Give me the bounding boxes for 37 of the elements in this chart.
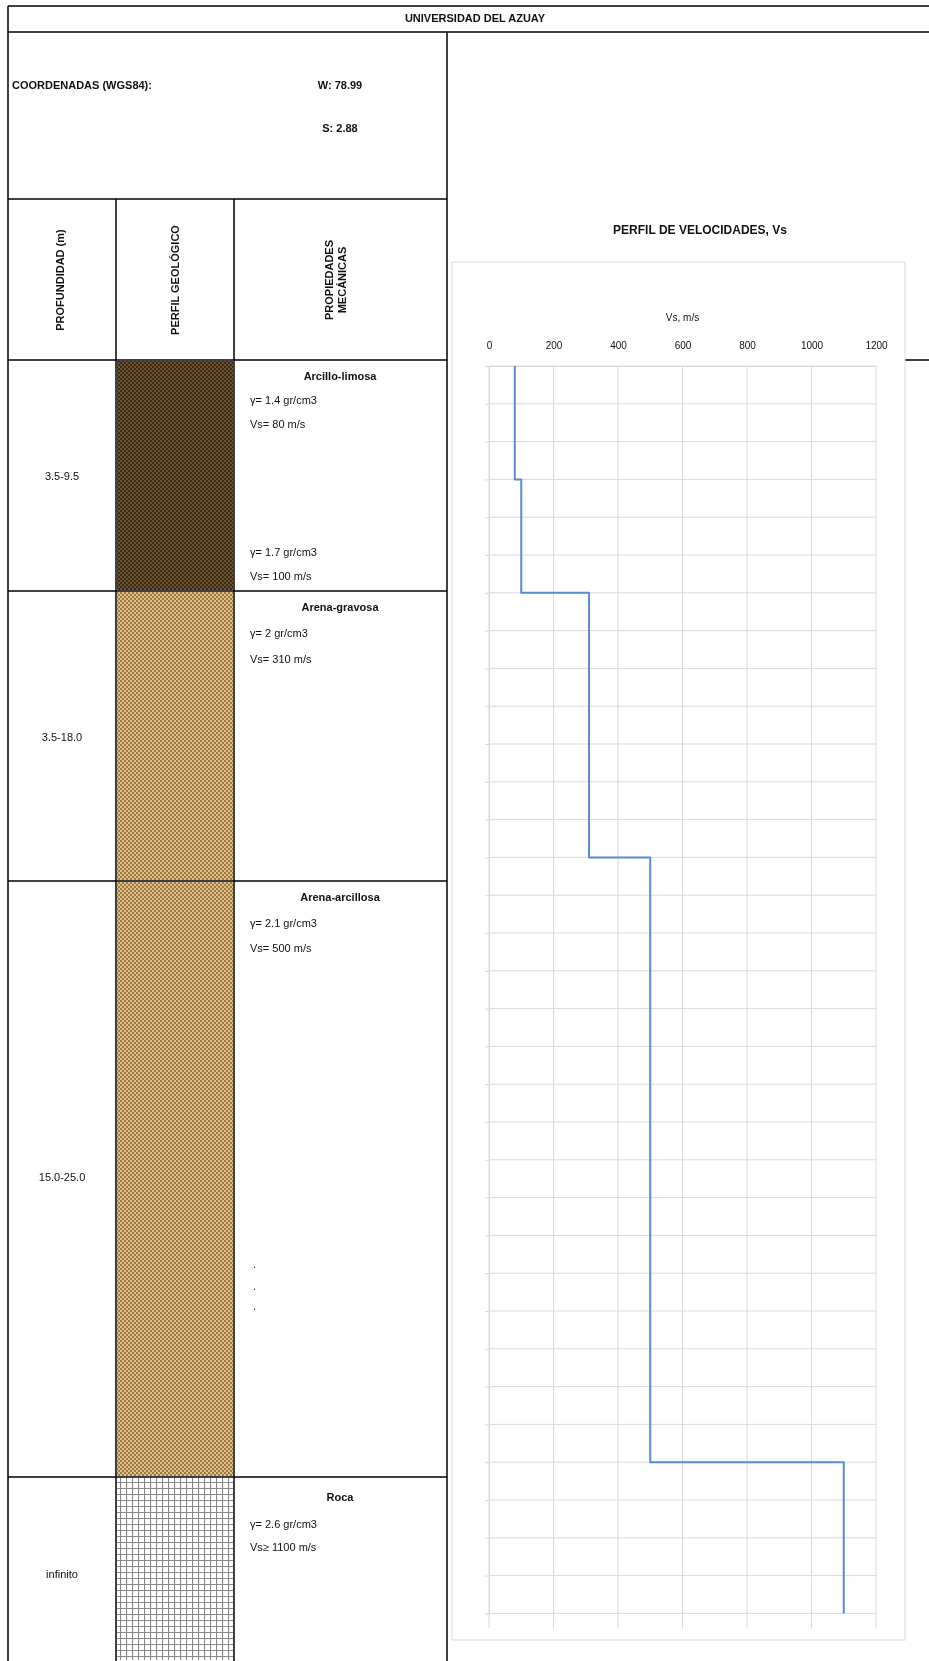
text: Vs= 80 m/s bbox=[250, 418, 306, 430]
text: . bbox=[253, 1280, 257, 1292]
text: Roca bbox=[326, 1491, 355, 1503]
text: 15.0-25.0 bbox=[38, 1171, 86, 1183]
text: Arena-gravosa bbox=[301, 601, 380, 613]
text: S: 2.88 bbox=[322, 122, 358, 134]
text: γ= 2 gr/cm3 bbox=[250, 627, 308, 639]
x-tick-label: 0 bbox=[486, 340, 493, 351]
text: γ= 1.7 gr/cm3 bbox=[250, 546, 317, 558]
text: Vs= 500 m/s bbox=[250, 942, 312, 954]
text: Arcillo-limosa bbox=[303, 370, 378, 382]
text: . bbox=[253, 1258, 257, 1270]
text: 3.5-9.5 bbox=[44, 470, 80, 482]
text: Vs≥ 1100 m/s bbox=[250, 1541, 317, 1553]
text: infinito bbox=[46, 1568, 78, 1580]
text: Vs= 100 m/s bbox=[250, 570, 312, 582]
text: W: 78.99 bbox=[317, 79, 363, 91]
x-tick-label: 600 bbox=[674, 340, 692, 351]
text: COORDENADAS (WGS84): bbox=[12, 79, 152, 91]
text: . bbox=[253, 1300, 257, 1312]
chart-title: PERFIL DE VELOCIDADES, Vs bbox=[613, 223, 788, 237]
text: PERFIL GEOLÓGICO bbox=[169, 224, 181, 335]
text: γ= 2.1 gr/cm3 bbox=[250, 917, 317, 929]
text: 3.5-18.0 bbox=[41, 731, 83, 743]
text: Vs= 310 m/s bbox=[250, 653, 312, 665]
x-axis-title: Vs, m/s bbox=[665, 312, 700, 323]
text: Arena-arcillosa bbox=[300, 891, 381, 903]
text: PROPIEDADES MECÁNICAS bbox=[323, 239, 348, 321]
x-tick-label: 1200 bbox=[865, 340, 889, 351]
x-tick-label: 800 bbox=[739, 340, 757, 351]
text: γ= 1.4 gr/cm3 bbox=[250, 394, 317, 406]
text: UNIVERSIDAD DEL AZUAY bbox=[404, 12, 546, 24]
text: PROFUNDIDAD (m) bbox=[54, 228, 66, 331]
text: γ= 2.6 gr/cm3 bbox=[250, 1518, 317, 1530]
x-tick-label: 1000 bbox=[800, 340, 824, 351]
x-tick-label: 200 bbox=[545, 340, 563, 351]
x-tick-label: 400 bbox=[610, 340, 628, 351]
